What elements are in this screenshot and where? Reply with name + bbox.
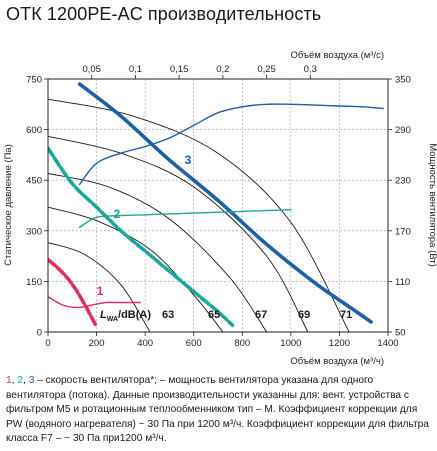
performance-chart: 0 200 400 600 800 1000 1200 1400 0,05 0,1 0,15 0,2 0… (3, 50, 437, 367)
caption-text: – скорость вентилятора*; – мощность вент… (6, 375, 429, 445)
caption-speed-3: 3 (28, 375, 35, 386)
y-right-tick-label: 350 (395, 75, 411, 86)
series-label-1: 1 (97, 284, 104, 298)
y-left-tick-label: 600 (26, 125, 42, 136)
noise-axis-label: LWA/dB(A) (100, 309, 151, 323)
page-title: ОТК 1200PE-AC производительность (6, 4, 322, 24)
y-right-tick-label: 170 (395, 226, 411, 237)
caption-separator: , (23, 375, 29, 386)
caption-speed-1: 1 (6, 375, 12, 386)
x-tick-label: 800 (234, 338, 250, 349)
x-top-tick-label: 0,25 (257, 64, 276, 75)
series-line-1-right (48, 295, 141, 309)
y-left-tick-label: 150 (26, 277, 42, 288)
axes (44, 75, 392, 336)
x-tick-label: 400 (137, 338, 153, 349)
x-tick-label: 600 (186, 338, 202, 349)
noise-label-tail: /dB(A) (118, 309, 151, 321)
y-right-axis-title: Мощность вентилятора (Вт) (427, 143, 437, 267)
noise-level-label-69: 69 (298, 309, 310, 321)
y-right-tick-label: 290 (395, 125, 411, 136)
x-top-tick-label: 0,3 (304, 64, 317, 75)
series-label-3: 3 (185, 153, 192, 167)
x-top-tick-label: 0,2 (216, 64, 229, 75)
y-right-tick-label: 110 (395, 277, 410, 288)
noise-curve-65 (48, 206, 224, 332)
series-label-2: 2 (114, 207, 121, 221)
x-top-tick-label: 0,1 (129, 64, 142, 75)
noise-label-l: L (100, 309, 107, 321)
noise-level-label-63: 63 (162, 309, 174, 321)
plot-frame (47, 78, 389, 333)
series-line-3-right (78, 103, 384, 186)
y-right-tick-label: 230 (395, 176, 411, 187)
y-left-tick-label: 750 (26, 75, 42, 86)
x-tick-label: 1200 (329, 338, 350, 349)
x-top-axis-title: Объём воздуха (м³/с) (291, 50, 384, 61)
noise-curve-71 (48, 98, 350, 332)
noise-level-label-65: 65 (208, 309, 220, 321)
series-line-3-left (77, 82, 373, 324)
series-line-2-left (48, 146, 235, 328)
x-tick-label: 1400 (377, 338, 398, 349)
noise-label-sub: WA (107, 316, 118, 323)
noise-curve-63 (48, 242, 151, 332)
chart-labels: 0 200 400 600 800 1000 1200 1400 0,05 0,1 0,15 0,2 0… (3, 50, 437, 367)
noise-level-label-71: 71 (340, 309, 352, 321)
noise-curves (48, 98, 350, 332)
noise-curve-69 (48, 135, 309, 332)
x-tick-label: 200 (89, 338, 105, 349)
series-line-1-left (48, 257, 99, 329)
x-top-tick-label: 0,05 (82, 64, 101, 75)
series-line-2-right (78, 209, 292, 229)
x-axis-title: Объём воздуха (м³/ч) (290, 356, 384, 367)
chart-caption: 1, 2, 3 – скорость вентилятора*; – мощно… (6, 374, 432, 447)
caption-separator: , (11, 375, 18, 386)
y-left-tick-label: 300 (26, 226, 42, 237)
series-lines (48, 82, 384, 329)
y-left-axis-title: Статическое давление (Па) (3, 144, 14, 266)
x-top-tick-label: 0,15 (170, 64, 189, 75)
noise-curve-67 (48, 173, 267, 332)
caption-speed-2: 2 (17, 375, 24, 386)
y-right-tick-label: 50 (395, 328, 406, 339)
y-left-tick-label: 450 (26, 176, 42, 187)
x-tick-label: 0 (45, 338, 50, 349)
y-left-tick-label: 0 (37, 328, 42, 339)
x-tick-label: 1000 (280, 338, 301, 349)
noise-level-label-67: 67 (255, 309, 267, 321)
